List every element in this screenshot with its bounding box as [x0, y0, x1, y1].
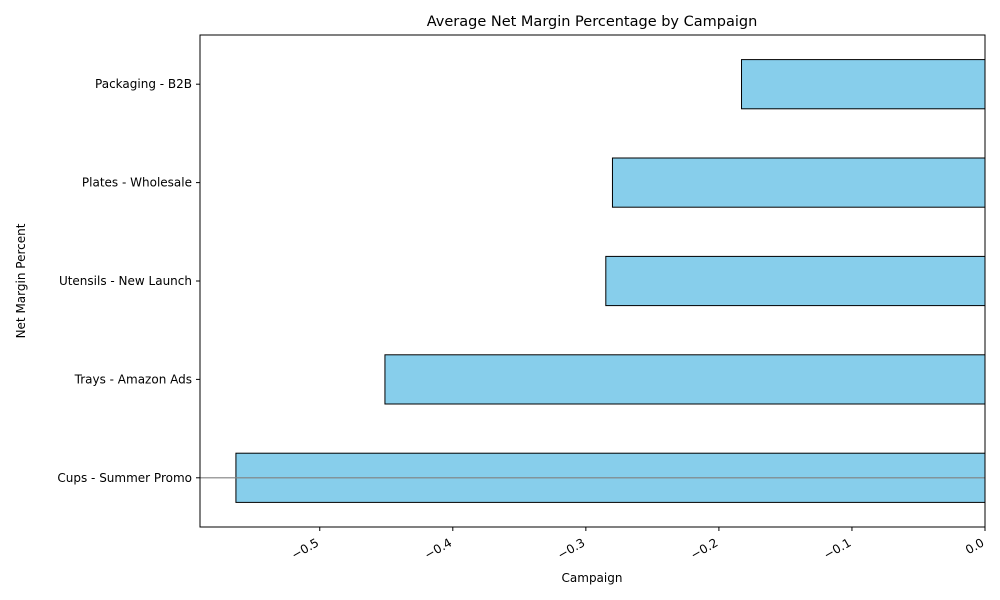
x-tick-label-4: −0.1 — [821, 535, 853, 562]
bar-1 — [384, 354, 986, 405]
chart-title: Average Net Margin Percentage by Campaig… — [427, 14, 758, 30]
y-axis: Cups - Summer Promo Trays - Amazon Ads Ute… — [57, 77, 200, 485]
y-tick-label-4: Packaging - B2B — [95, 77, 192, 91]
bar-3 — [611, 157, 986, 208]
bars-group — [235, 59, 986, 503]
x-axis-label: Campaign — [562, 571, 623, 585]
y-tick-label-0: Cups - Summer Promo — [57, 471, 192, 485]
x-tick-label-3: −0.2 — [688, 535, 720, 562]
x-tick-label-5: 0.0 — [963, 535, 987, 557]
y-tick-label-3: Plates - Wholesale — [82, 176, 192, 190]
y-tick-label-2: Utensils - New Launch — [59, 274, 192, 288]
y-tick-label-1: Trays - Amazon Ads — [74, 372, 192, 386]
x-axis: −0.5 −0.4 −0.3 −0.2 −0.1 0.0 — [289, 527, 987, 562]
x-tick-label-1: −0.4 — [422, 535, 454, 562]
x-tick-label-2: −0.3 — [555, 535, 587, 562]
bar-2 — [605, 255, 986, 307]
x-tick-label-0: −0.5 — [289, 535, 321, 562]
bar-4 — [741, 59, 986, 110]
y-axis-label: Net Margin Percent — [14, 223, 28, 338]
